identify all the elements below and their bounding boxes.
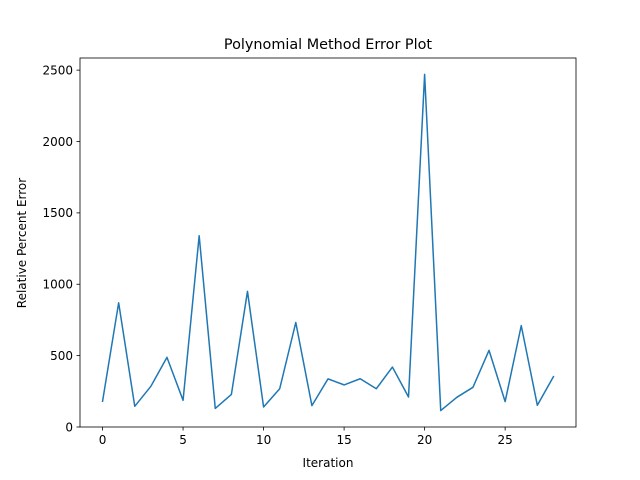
x-tick-label: 10 [256,433,271,447]
y-tick-label: 1500 [42,206,73,220]
x-tick-label: 5 [179,433,187,447]
y-axis-label: Relative Percent Error [15,178,29,308]
x-axis-label: Iteration [303,456,354,470]
y-tick-label: 0 [65,420,73,434]
x-tick-label: 15 [336,433,351,447]
chart-title: Polynomial Method Error Plot [224,37,432,53]
y-tick-label: 1000 [42,278,73,292]
y-tick-label: 2500 [42,63,73,77]
plot-frame [79,57,577,428]
x-tick-label: 25 [498,433,513,447]
plot-area: 0 5 10 15 20 25 0 500 1000 1500 2000 2500 [42,57,577,447]
series-line-0 [101,73,555,412]
y-tick-label: 500 [50,349,73,363]
x-tick-label: 20 [417,433,432,447]
x-tick-label: 0 [99,433,107,447]
y-tick-label: 2000 [42,135,73,149]
